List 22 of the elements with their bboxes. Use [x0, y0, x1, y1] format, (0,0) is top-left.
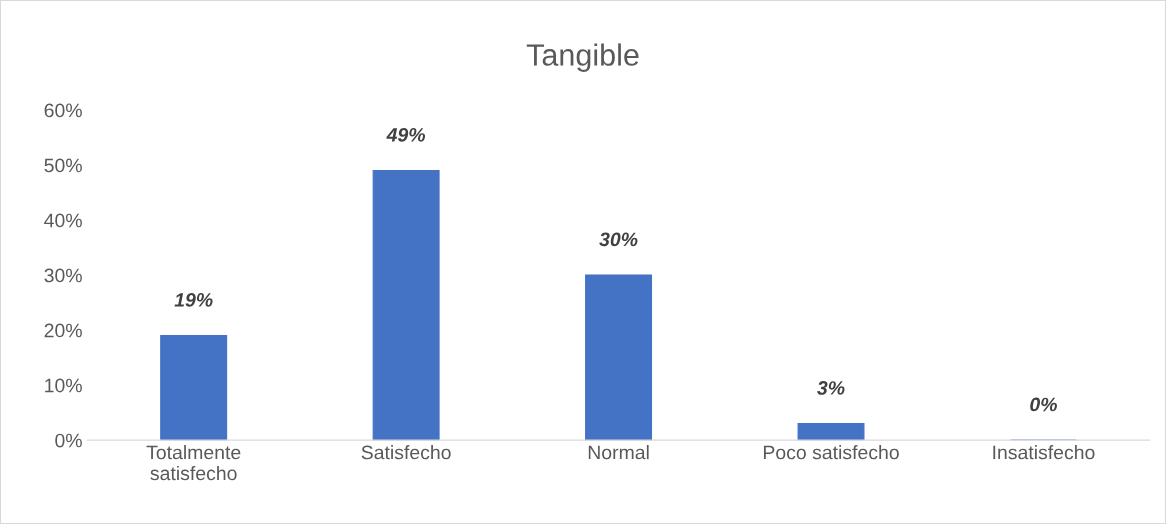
- x-tick-label: Poco satisfecho: [763, 445, 899, 460]
- y-tick-label: 60%: [44, 103, 82, 118]
- chart-title: Tangible: [526, 43, 639, 72]
- x-tick-label: Normal: [588, 445, 649, 460]
- y-tick-label: 10%: [45, 378, 82, 393]
- data-label: 0%: [1030, 397, 1057, 412]
- bar: [372, 170, 440, 441]
- x-tick-label: Totalmente satisfecho: [146, 445, 241, 481]
- y-tick-label: 30%: [44, 268, 82, 283]
- bar: [797, 423, 865, 441]
- bar: [585, 274, 653, 441]
- data-label: 19%: [174, 293, 213, 307]
- y-tick-label: 20%: [44, 323, 82, 338]
- data-label: 3%: [817, 381, 845, 395]
- data-label: 49%: [386, 127, 426, 142]
- x-tick-label: Satisfecho: [361, 445, 451, 460]
- bar: [160, 335, 228, 441]
- data-label: 30%: [599, 232, 638, 247]
- y-tick-label: 40%: [44, 213, 82, 228]
- y-tick-label: 0%: [55, 433, 82, 448]
- y-tick-label: 50%: [44, 158, 82, 173]
- x-tick-label: Insatisfecho: [993, 445, 1095, 460]
